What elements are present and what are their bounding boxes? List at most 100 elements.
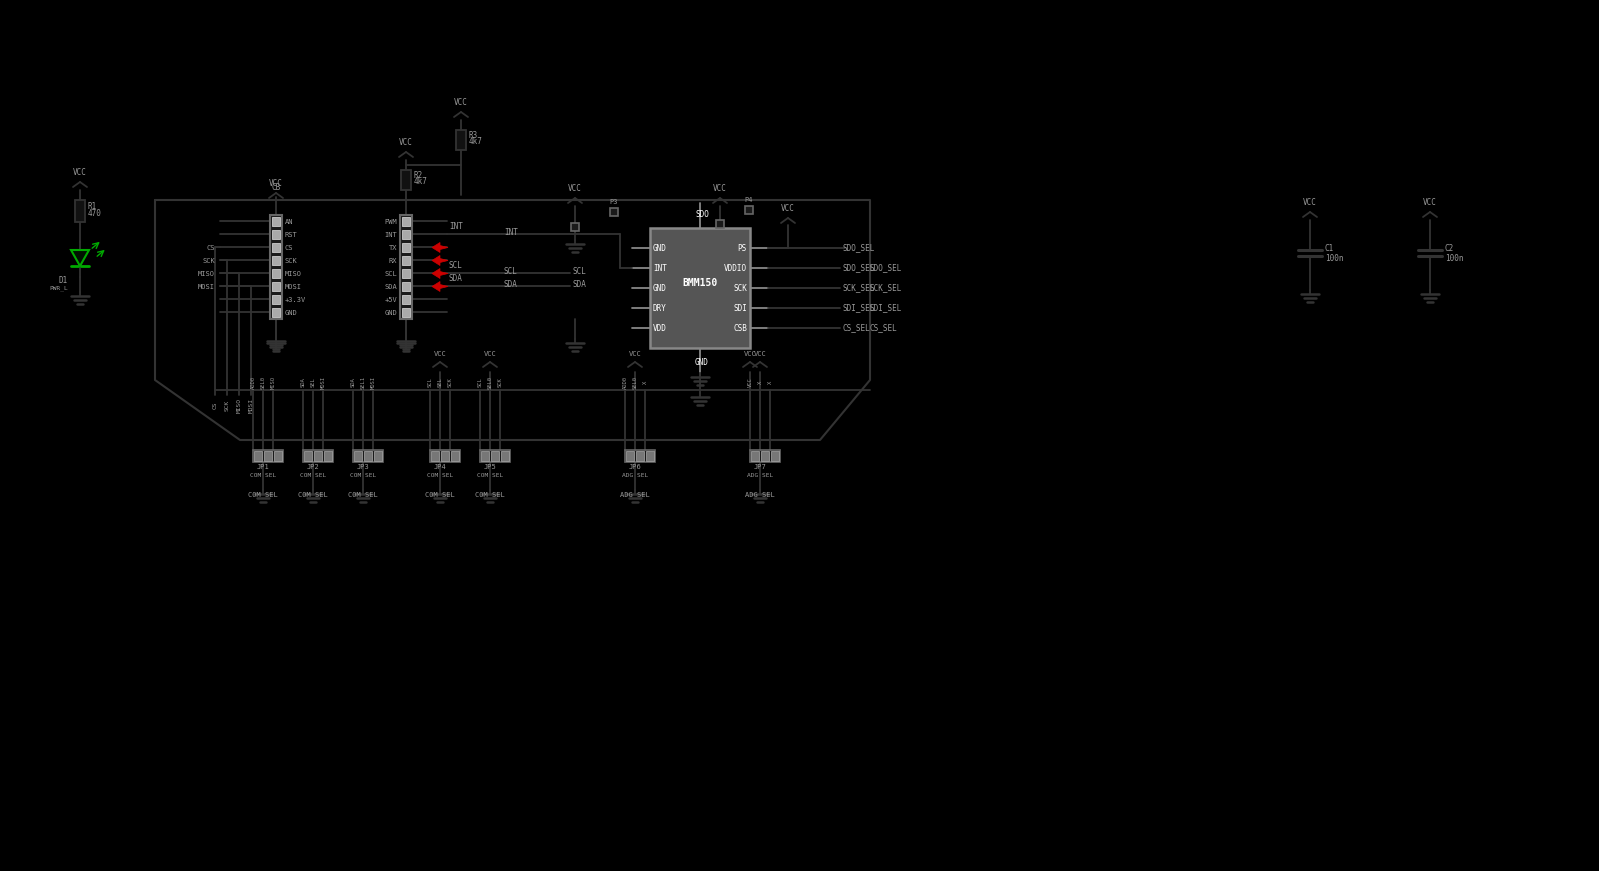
Polygon shape: [432, 255, 448, 266]
Bar: [272, 256, 280, 265]
Text: CS_SEL: CS_SEL: [843, 323, 871, 333]
Bar: [401, 256, 409, 265]
Bar: [625, 450, 656, 462]
Bar: [273, 451, 281, 461]
Text: SCL: SCL: [572, 267, 587, 276]
Bar: [401, 308, 409, 317]
Bar: [270, 215, 281, 319]
Bar: [761, 451, 769, 461]
Text: COM SEL: COM SEL: [350, 472, 376, 477]
Text: ADG SEL: ADG SEL: [620, 492, 649, 498]
Bar: [625, 451, 633, 461]
Text: SCK: SCK: [224, 400, 230, 410]
Text: VCC: VCC: [713, 184, 728, 193]
Text: COM SEL: COM SEL: [249, 472, 277, 477]
Text: SDI: SDI: [732, 303, 747, 313]
Text: PWM: PWM: [384, 219, 397, 225]
Text: SCK: SCK: [497, 377, 502, 387]
Text: VCC: VCC: [433, 351, 446, 357]
Text: X: X: [758, 381, 763, 383]
Text: SDO_SEL: SDO_SEL: [870, 264, 902, 273]
Text: COM SEL: COM SEL: [301, 472, 326, 477]
Bar: [401, 243, 409, 252]
Text: SEL0: SEL0: [488, 375, 492, 388]
Text: D1: D1: [59, 275, 69, 285]
Text: VCC: VCC: [74, 168, 86, 177]
Text: ADD0: ADD0: [622, 375, 627, 388]
Bar: [750, 450, 780, 462]
Text: VCC: VCC: [747, 377, 753, 387]
Text: JP6: JP6: [628, 464, 641, 470]
Text: MOSI: MOSI: [320, 375, 326, 388]
Text: +5V: +5V: [384, 296, 397, 302]
Bar: [481, 451, 489, 461]
Text: MOSI: MOSI: [198, 283, 214, 289]
Text: +3.3V: +3.3V: [285, 296, 307, 302]
Bar: [771, 451, 779, 461]
Bar: [272, 243, 280, 252]
Text: CB: CB: [272, 183, 281, 192]
Bar: [651, 228, 750, 348]
Text: CS: CS: [213, 402, 217, 408]
Text: SCK: SCK: [285, 258, 297, 264]
Text: GND: GND: [652, 283, 667, 293]
Bar: [451, 451, 459, 461]
Text: COM SEL: COM SEL: [477, 472, 504, 477]
Text: RST: RST: [285, 232, 297, 238]
Text: 100n: 100n: [1445, 253, 1463, 262]
Text: VCC: VCC: [744, 351, 756, 357]
Bar: [272, 308, 280, 317]
Text: VDDIO: VDDIO: [724, 264, 747, 273]
Text: PS: PS: [737, 244, 747, 253]
Text: SEL: SEL: [438, 377, 443, 387]
Text: 4k7: 4k7: [469, 138, 483, 146]
Text: SDA: SDA: [504, 280, 518, 289]
Bar: [716, 220, 724, 228]
Text: BMM150: BMM150: [683, 278, 718, 288]
Bar: [365, 451, 373, 461]
Bar: [302, 450, 333, 462]
Text: JP7: JP7: [753, 464, 766, 470]
Text: JP4: JP4: [433, 464, 446, 470]
Text: INT: INT: [652, 264, 667, 273]
Text: VCC: VCC: [400, 138, 413, 147]
Text: VCC: VCC: [753, 351, 766, 357]
Text: GND: GND: [652, 244, 667, 253]
Text: SDI_SEL: SDI_SEL: [843, 303, 875, 313]
Bar: [401, 282, 409, 291]
Text: VCC: VCC: [568, 184, 582, 193]
Text: R1: R1: [88, 202, 98, 211]
Text: JP5: JP5: [483, 464, 496, 470]
Text: R2: R2: [414, 172, 424, 180]
Text: SDA: SDA: [350, 377, 355, 387]
Text: ADG SEL: ADG SEL: [745, 492, 776, 498]
Text: AN: AN: [285, 219, 294, 225]
Text: GND: GND: [285, 309, 297, 315]
Bar: [374, 451, 382, 461]
Bar: [401, 230, 409, 239]
Text: SEL0: SEL0: [633, 375, 638, 388]
Text: SDI_SEL: SDI_SEL: [870, 303, 902, 313]
Text: MISO: MISO: [198, 271, 214, 276]
Bar: [745, 206, 753, 214]
Text: 100n: 100n: [1326, 253, 1343, 262]
Text: JP2: JP2: [307, 464, 320, 470]
Text: SEL: SEL: [310, 377, 315, 387]
Text: SDA: SDA: [301, 377, 305, 387]
Text: SCK_SEL: SCK_SEL: [843, 283, 875, 293]
Bar: [313, 451, 321, 461]
Text: SCL: SCL: [478, 377, 483, 387]
Text: VDD: VDD: [652, 323, 667, 333]
Polygon shape: [432, 268, 448, 279]
Text: DRY: DRY: [652, 303, 667, 313]
Text: INT: INT: [504, 228, 518, 237]
Text: GND: GND: [696, 357, 708, 367]
Text: VCC: VCC: [1303, 198, 1318, 207]
Text: SDO_SEL: SDO_SEL: [843, 244, 875, 253]
Text: VCC: VCC: [454, 98, 469, 107]
Bar: [609, 208, 617, 216]
Text: TX: TX: [389, 245, 397, 251]
Text: SCK: SCK: [201, 258, 214, 264]
Bar: [571, 223, 579, 231]
Text: RX: RX: [389, 258, 397, 264]
